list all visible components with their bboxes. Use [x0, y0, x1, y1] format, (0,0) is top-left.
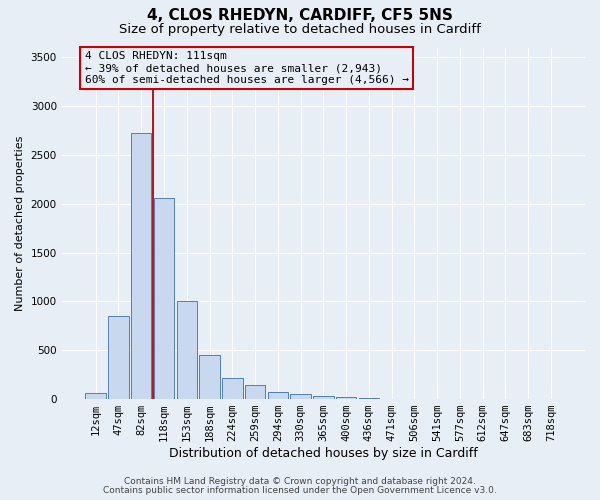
Bar [108, 316, 129, 399]
Bar [199, 355, 220, 399]
Bar [268, 392, 288, 399]
X-axis label: Distribution of detached houses by size in Cardiff: Distribution of detached houses by size … [169, 447, 478, 460]
Bar [131, 134, 151, 399]
Bar [222, 378, 242, 399]
Bar [85, 393, 106, 399]
Bar [176, 302, 197, 399]
Text: Contains HM Land Registry data © Crown copyright and database right 2024.: Contains HM Land Registry data © Crown c… [124, 477, 476, 486]
Text: 4, CLOS RHEDYN, CARDIFF, CF5 5NS: 4, CLOS RHEDYN, CARDIFF, CF5 5NS [147, 8, 453, 22]
Bar [154, 198, 174, 399]
Bar [245, 385, 265, 399]
Text: Size of property relative to detached houses in Cardiff: Size of property relative to detached ho… [119, 22, 481, 36]
Bar [336, 396, 356, 399]
Text: Contains public sector information licensed under the Open Government Licence v3: Contains public sector information licen… [103, 486, 497, 495]
Bar [290, 394, 311, 399]
Text: 4 CLOS RHEDYN: 111sqm
← 39% of detached houses are smaller (2,943)
60% of semi-d: 4 CLOS RHEDYN: 111sqm ← 39% of detached … [85, 52, 409, 84]
Bar [313, 396, 334, 399]
Y-axis label: Number of detached properties: Number of detached properties [15, 136, 25, 311]
Bar [359, 398, 379, 399]
